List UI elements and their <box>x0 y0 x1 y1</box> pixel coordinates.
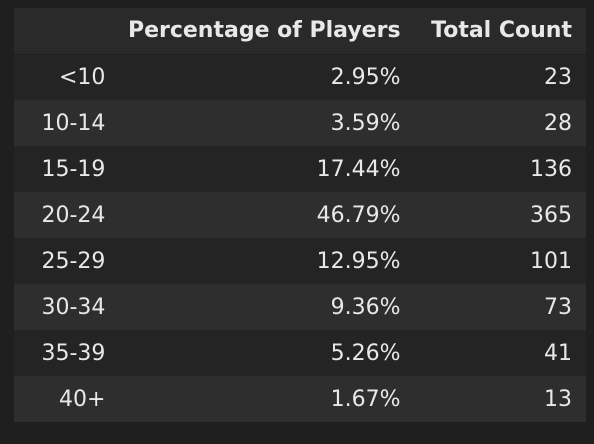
table-row: 35-39 5.26% 41 <box>14 330 586 376</box>
row-count: 136 <box>530 156 572 182</box>
table-row: 20-24 46.79% 365 <box>14 192 586 238</box>
row-percentage: 5.26% <box>330 340 401 366</box>
output-area: Percentage of Players Total Count <10 2.… <box>14 8 586 422</box>
row-label: 25-29 <box>41 248 106 274</box>
row-count: 41 <box>544 340 572 366</box>
table-row: 15-19 17.44% 136 <box>14 146 586 192</box>
row-label: <10 <box>59 64 106 90</box>
row-label: 35-39 <box>41 340 106 366</box>
header-percentage: Percentage of Players <box>119 8 415 55</box>
row-percentage: 17.44% <box>316 156 401 182</box>
table-header: Percentage of Players Total Count <box>14 8 586 55</box>
row-count: 23 <box>544 64 572 90</box>
row-percentage: 3.59% <box>330 110 401 136</box>
row-percentage: 1.67% <box>330 386 401 412</box>
table-row: 30-34 9.36% 73 <box>14 284 586 330</box>
row-percentage: 2.95% <box>330 64 401 90</box>
header-total-count: Total Count <box>414 8 586 55</box>
age-distribution-table: Percentage of Players Total Count <10 2.… <box>14 8 586 422</box>
row-percentage: 9.36% <box>330 294 401 320</box>
row-label: 30-34 <box>41 294 106 320</box>
table-body: <10 2.95% 23 10-14 3.59% 28 15-19 17.44%… <box>14 54 586 422</box>
row-percentage: 12.95% <box>316 248 401 274</box>
row-label: 20-24 <box>41 202 106 228</box>
row-label: 40+ <box>59 386 106 412</box>
row-count: 101 <box>530 248 572 274</box>
header-index <box>14 8 120 55</box>
row-count: 365 <box>530 202 572 228</box>
table-row: 40+ 1.67% 13 <box>14 376 586 422</box>
table-row: 10-14 3.59% 28 <box>14 100 586 146</box>
row-label: 10-14 <box>41 110 106 136</box>
row-count: 73 <box>544 294 572 320</box>
row-percentage: 46.79% <box>316 202 401 228</box>
table-row: 25-29 12.95% 101 <box>14 238 586 284</box>
row-count: 13 <box>544 386 572 412</box>
header-row: Percentage of Players Total Count <box>14 8 586 55</box>
table-row: <10 2.95% 23 <box>14 54 586 100</box>
row-count: 28 <box>544 110 572 136</box>
row-label: 15-19 <box>41 156 106 182</box>
